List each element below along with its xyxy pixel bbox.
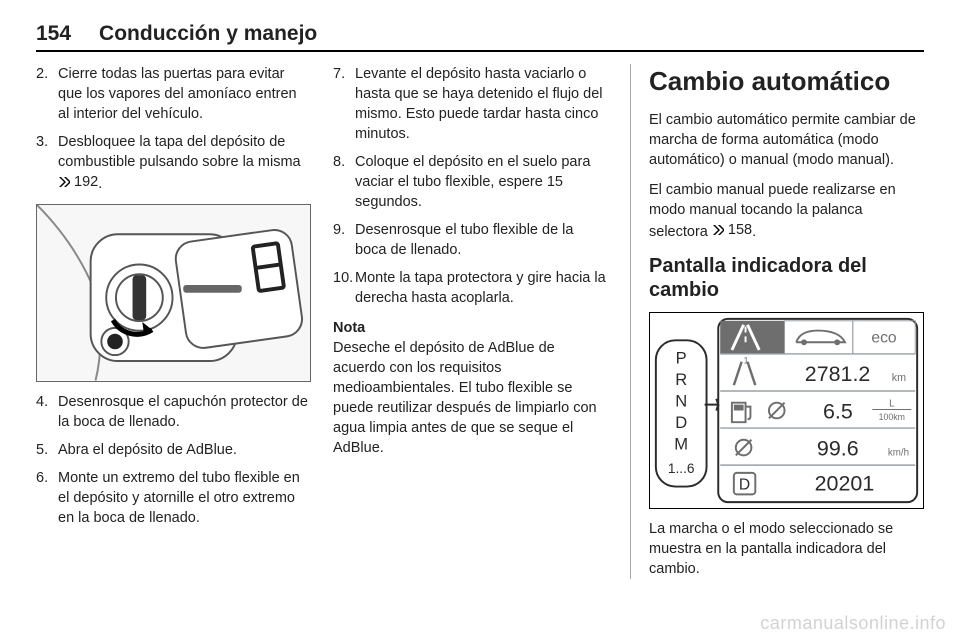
para-text-after: . [752, 224, 756, 240]
step-text: Desenrosque el capuchón protector de la … [58, 392, 311, 432]
step-9: 9. Desenrosque el tubo flexible de la bo… [333, 220, 608, 260]
fuel-cap-figure [36, 204, 311, 382]
heading-cambio-automatico: Cambio automático [649, 64, 924, 100]
crossref-link[interactable]: 158 [712, 220, 752, 240]
row2-unit-bot: 100km [879, 412, 905, 422]
step-number: 8. [333, 152, 355, 212]
step-text: Monte un extremo del tubo flexible en el… [58, 468, 311, 528]
step-text: Coloque el depósito en el suelo para vac… [355, 152, 608, 212]
row2-value: 6.5 [823, 399, 853, 423]
row1-unit: km [892, 372, 906, 384]
dashboard-illustration: eco 1 2781.2 km 6 [649, 312, 924, 509]
crossref-icon [712, 224, 724, 236]
step-5: 5. Abra el depósito de AdBlue. [36, 440, 311, 460]
step-text-before: Desbloquee la tapa del depósito de combu… [58, 134, 301, 170]
column-3: Cambio automático El cambio automático p… [630, 64, 924, 579]
page-number: 154 [36, 22, 71, 46]
step-text: Cierre todas las puertas para evitar que… [58, 64, 311, 124]
gear-d: D [675, 413, 687, 432]
crossref-icon [58, 176, 70, 188]
row3-value: 99.6 [817, 436, 859, 460]
fuel-cap-illustration [37, 205, 310, 381]
row1-small: 1 [744, 356, 749, 366]
para-auto-2: El cambio manual puede realizarse en mod… [649, 180, 924, 242]
step-8: 8. Coloque el depósito en el suelo para … [333, 152, 608, 212]
para-auto-1: El cambio automático permite cambiar de … [649, 110, 924, 170]
note-text: Deseche el depósito de AdBlue de acuerdo… [333, 338, 608, 458]
step-text-after: . [98, 176, 102, 192]
gear-range: 1...6 [668, 461, 695, 476]
step-6: 6. Monte un extremo del tubo flexible en… [36, 468, 311, 528]
steps-list-b: 4. Desenrosque el capuchón protector de … [36, 392, 311, 528]
crossref-link[interactable]: 192 [58, 172, 98, 192]
step-text: Levante el depósito hasta vaciarlo o has… [355, 64, 608, 144]
section-title: Conducción y manejo [99, 22, 317, 46]
step-number: 9. [333, 220, 355, 260]
row3-unit: km/h [888, 447, 909, 458]
row4-value: 20201 [815, 471, 875, 495]
watermark: carmanualsonline.info [760, 613, 946, 634]
step-3: 3. Desbloquee la tapa del depósito de co… [36, 132, 311, 194]
step-2: 2. Cierre todas las puertas para evitar … [36, 64, 311, 124]
step-number: 3. [36, 132, 58, 194]
row1-value: 2781.2 [805, 362, 871, 386]
step-text: Desenrosque el tubo flexible de la boca … [355, 220, 608, 260]
step-number: 10. [333, 268, 355, 308]
step-number: 6. [36, 468, 58, 528]
crossref-number: 192 [74, 172, 98, 192]
column-2: 7. Levante el depósito hasta vaciarlo o … [333, 64, 608, 579]
gear-r: R [675, 370, 687, 389]
step-text: Desbloquee la tapa del depósito de combu… [58, 132, 311, 194]
steps-list-a: 2. Cierre todas las puertas para evitar … [36, 64, 311, 194]
note-heading: Nota [333, 318, 608, 338]
heading-pantalla-indicadora: Pantalla indicadora del cambio [649, 254, 924, 302]
para-text-before: El cambio manual puede realizarse en mod… [649, 182, 896, 240]
step-number: 7. [333, 64, 355, 144]
step-10: 10. Monte la tapa protectora y gire haci… [333, 268, 608, 308]
row4-letter: D [739, 476, 750, 493]
dashboard-figure: eco 1 2781.2 km 6 [649, 312, 924, 509]
row2-unit-top: L [889, 398, 895, 409]
step-number: 4. [36, 392, 58, 432]
step-4: 4. Desenrosque el capuchón protector de … [36, 392, 311, 432]
eco-label: eco [871, 329, 896, 346]
steps-list-c: 7. Levante el depósito hasta vaciarlo o … [333, 64, 608, 308]
crossref-number: 158 [728, 220, 752, 240]
step-text: Abra el depósito de AdBlue. [58, 440, 237, 460]
step-number: 5. [36, 440, 58, 460]
gear-m: M [674, 434, 688, 453]
step-number: 2. [36, 64, 58, 124]
gear-p: P [676, 349, 687, 368]
gear-n: N [675, 391, 687, 410]
step-7: 7. Levante el depósito hasta vaciarlo o … [333, 64, 608, 144]
para-auto-3: La marcha o el modo seleccionado se mues… [649, 519, 924, 579]
step-text: Monte la tapa protectora y gire hacia la… [355, 268, 608, 308]
column-1: 2. Cierre todas las puertas para evitar … [36, 64, 311, 579]
